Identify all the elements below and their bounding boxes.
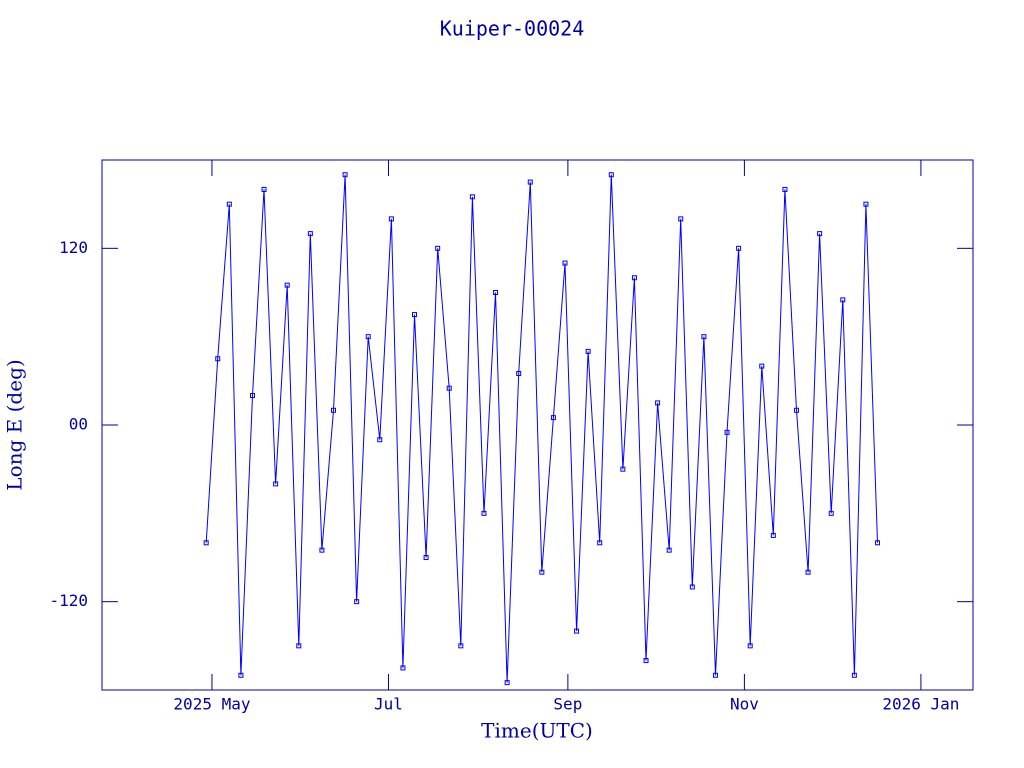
point [782,186,788,192]
point [284,282,290,288]
point [828,510,834,516]
point [203,540,209,546]
point [620,466,626,472]
point [597,540,603,546]
point [875,540,881,546]
point [377,437,383,443]
point [365,334,371,340]
point [435,245,441,251]
x-tick-label: Jul [374,695,403,714]
point [701,334,707,340]
point [608,172,614,178]
point [238,672,244,678]
chart-title: Kuiper-00024 [440,17,585,41]
point [643,658,649,664]
point [527,179,533,185]
point [412,312,418,318]
point [585,348,591,354]
point [342,172,348,178]
point [805,569,811,575]
point [655,400,661,406]
point [423,555,429,560]
point [307,231,313,237]
point [261,186,267,192]
point [481,510,487,516]
point [400,665,406,671]
x-tick-label: 2025 May [173,695,250,714]
point [631,275,637,281]
point [504,680,510,686]
point [330,407,336,413]
point [388,216,394,222]
point [516,370,522,376]
point [724,429,730,435]
y-axis-label: Long E (deg) [3,359,27,490]
point [863,201,869,207]
x-axis-label: Time(UTC) [481,719,593,743]
point [736,245,742,251]
y-tick-label: -120 [49,591,88,610]
point [712,672,718,678]
point [759,363,765,369]
y-tick-label: 120 [59,238,88,257]
point [539,569,545,575]
point [770,532,776,538]
point [678,216,684,222]
point [249,393,255,399]
point [666,547,672,553]
point [319,547,325,553]
x-tick-label: Nov [730,695,759,714]
point [550,415,556,421]
x-tick-label: Sep [553,695,582,714]
point [851,672,857,678]
point [458,643,464,649]
point [747,643,753,649]
point [562,260,568,266]
point [296,643,302,649]
point [840,297,846,303]
point [354,599,360,605]
point [793,407,799,413]
y-tick-label: 00 [69,415,88,434]
point [493,290,499,295]
point [817,231,823,237]
point [215,356,221,362]
x-tick-label: 2026 Jan [882,695,959,714]
point [574,628,580,634]
point [226,201,232,207]
point [273,481,279,487]
series-line [205,174,878,683]
point [446,385,452,391]
point [689,584,695,590]
point [469,194,475,200]
